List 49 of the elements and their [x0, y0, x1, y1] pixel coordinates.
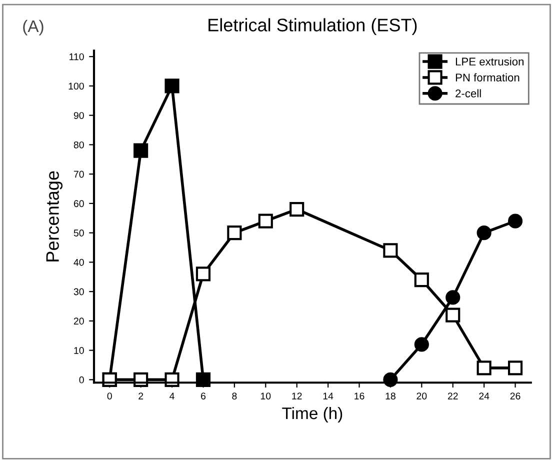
point: [290, 202, 304, 217]
point: [164, 78, 180, 94]
y-tick-label: 90: [74, 112, 84, 119]
legend-label: LPE extrusion: [456, 57, 524, 66]
text: (A): [23, 20, 44, 36]
y-tick-label: 80: [74, 141, 84, 148]
x-tick-label: 4: [170, 392, 174, 400]
x-tick-label: 6: [201, 392, 206, 400]
y-tick-label: 40: [74, 258, 84, 266]
y-tick-label: 30: [74, 288, 84, 296]
legend-label: PN formation: [456, 73, 520, 82]
point: [508, 214, 523, 228]
y-tick-label: 100: [68, 82, 84, 90]
point: [446, 308, 460, 322]
point: [446, 290, 460, 305]
x-tick-label: 20: [416, 392, 427, 400]
y-axis-title: Percentage: [46, 171, 63, 262]
x-tick-label: 12: [292, 392, 302, 400]
x-tick-label: 8: [232, 392, 237, 400]
y-tick-label: 10: [74, 347, 84, 354]
y-tick-label: 50: [74, 230, 84, 236]
y-tick-label: 110: [70, 53, 84, 60]
x-tick-label: 16: [354, 392, 364, 400]
x-tick-label: 24: [479, 392, 490, 400]
x-axis-title: Time (h): [282, 406, 342, 422]
chart-title: Eletrical Stimulation (EST): [208, 18, 417, 36]
point: [164, 372, 180, 387]
point: [258, 214, 273, 228]
point: [476, 226, 492, 240]
point: [383, 243, 398, 258]
y-tick-label: 60: [74, 200, 84, 208]
x-tick-label: 22: [448, 392, 458, 400]
point: [134, 143, 148, 158]
y-tick-label: 20: [74, 318, 84, 325]
x-tick-label: 14: [323, 392, 334, 400]
x-tick-label: 2: [138, 392, 144, 400]
legend-label: 2-cell: [456, 89, 481, 98]
point: [414, 272, 429, 288]
point: [196, 266, 211, 282]
point: [227, 226, 242, 240]
x-tick-label: 18: [386, 392, 396, 400]
y-tick-label: 70: [74, 170, 84, 178]
point: [508, 360, 523, 376]
point: [476, 360, 492, 376]
x-tick-label: 0: [107, 392, 112, 400]
x-tick-label: 26: [510, 392, 520, 400]
point: [414, 337, 429, 352]
y-tick-label: 0: [79, 376, 84, 384]
x-tick-label: 10: [260, 392, 271, 400]
